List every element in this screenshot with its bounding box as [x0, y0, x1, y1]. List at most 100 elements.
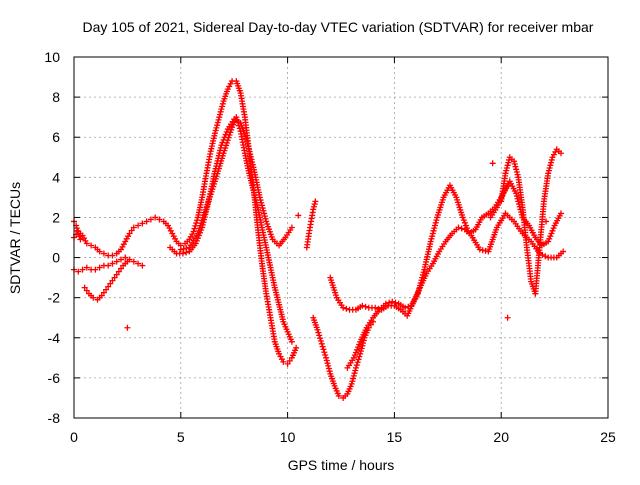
- data-point: [359, 302, 366, 309]
- data-point: [323, 357, 330, 364]
- data-point: [321, 349, 328, 356]
- data-point: [505, 159, 512, 166]
- data-point: [343, 305, 350, 312]
- data-point: [354, 346, 361, 353]
- series-4: [167, 116, 295, 257]
- x-tick-label: 10: [280, 429, 296, 445]
- data-point: [355, 344, 362, 351]
- data-point: [74, 227, 81, 234]
- data-point: [558, 210, 565, 217]
- data-point: [547, 162, 554, 169]
- data-point: [217, 108, 224, 115]
- data-point: [419, 274, 426, 281]
- data-point: [216, 111, 223, 118]
- data-point: [349, 378, 356, 385]
- data-point: [75, 230, 82, 237]
- data-point: [122, 254, 129, 261]
- data-point: [288, 224, 295, 231]
- data-point: [109, 260, 116, 267]
- data-point: [107, 280, 114, 287]
- data-point: [350, 372, 357, 379]
- data-point: [419, 271, 426, 278]
- data-point: [513, 193, 520, 200]
- data-point: [83, 287, 90, 294]
- data-point: [98, 292, 105, 299]
- data-point: [516, 203, 523, 210]
- data-point: [139, 262, 146, 269]
- data-point: [318, 340, 325, 347]
- data-point: [429, 230, 436, 237]
- data-point: [320, 346, 327, 353]
- data-point: [96, 248, 103, 255]
- series-3: [81, 258, 131, 303]
- data-point: [234, 116, 241, 123]
- y-tick-label: 2: [52, 209, 60, 225]
- data-point: [532, 290, 539, 297]
- data-point: [183, 245, 190, 252]
- data-point: [83, 264, 90, 271]
- data-point: [260, 207, 267, 214]
- data-point: [547, 233, 554, 240]
- data-point: [211, 130, 218, 137]
- data-point: [348, 380, 355, 387]
- y-axis-label: SDTVAR / TECUs: [7, 182, 23, 294]
- x-axis-label: GPS time / hours: [288, 457, 395, 473]
- data-point: [389, 298, 396, 305]
- data-point: [105, 262, 112, 269]
- data-point: [428, 235, 435, 242]
- y-tick-label: 4: [52, 169, 60, 185]
- data-point: [550, 225, 557, 232]
- data-point: [511, 160, 518, 167]
- data-point: [75, 268, 82, 275]
- data-point: [192, 240, 199, 247]
- data-point: [542, 253, 549, 260]
- data-point: [317, 335, 324, 342]
- data-point: [514, 171, 521, 178]
- data-point: [115, 268, 122, 275]
- data-point: [430, 227, 437, 234]
- data-point: [518, 211, 525, 218]
- data-point: [545, 238, 552, 245]
- data-point: [504, 162, 511, 169]
- data-point: [126, 230, 133, 237]
- data-point: [545, 167, 552, 174]
- data-point: [191, 225, 198, 232]
- data-point: [335, 392, 342, 399]
- data-point: [352, 349, 359, 356]
- data-point: [372, 304, 379, 311]
- data-point: [326, 368, 333, 375]
- data-point: [216, 114, 223, 121]
- data-point: [219, 100, 226, 107]
- data-point: [315, 329, 322, 336]
- data-point: [431, 222, 438, 229]
- data-point: [504, 314, 511, 321]
- data-point: [503, 164, 510, 171]
- x-tick-label: 25: [600, 429, 616, 445]
- tick-labels: 0 5 10 15 20 25 -8 -6 -4 -2 0 2 4 6 8 10: [44, 49, 616, 445]
- data-point: [193, 220, 200, 227]
- data-point: [416, 285, 423, 292]
- data-point: [482, 247, 489, 254]
- data-point: [236, 125, 243, 132]
- data-point: [317, 337, 324, 344]
- series-10: [498, 146, 565, 297]
- x-tick-label: 5: [177, 429, 185, 445]
- data-point: [311, 201, 318, 208]
- data-point: [325, 365, 332, 372]
- y-tick-label: 10: [44, 49, 60, 65]
- data-point: [235, 122, 242, 129]
- data-point: [312, 198, 319, 205]
- data-point: [355, 356, 362, 363]
- data-point: [96, 264, 103, 271]
- data-point: [549, 227, 556, 234]
- data-point: [83, 240, 90, 247]
- data-point: [156, 216, 163, 223]
- x-tick-label: 15: [387, 429, 403, 445]
- data-point: [506, 156, 513, 163]
- data-point: [359, 342, 366, 349]
- y-tick-label: 6: [52, 129, 60, 145]
- data-point: [357, 348, 364, 355]
- data-point: [124, 324, 131, 331]
- data-point: [324, 360, 331, 367]
